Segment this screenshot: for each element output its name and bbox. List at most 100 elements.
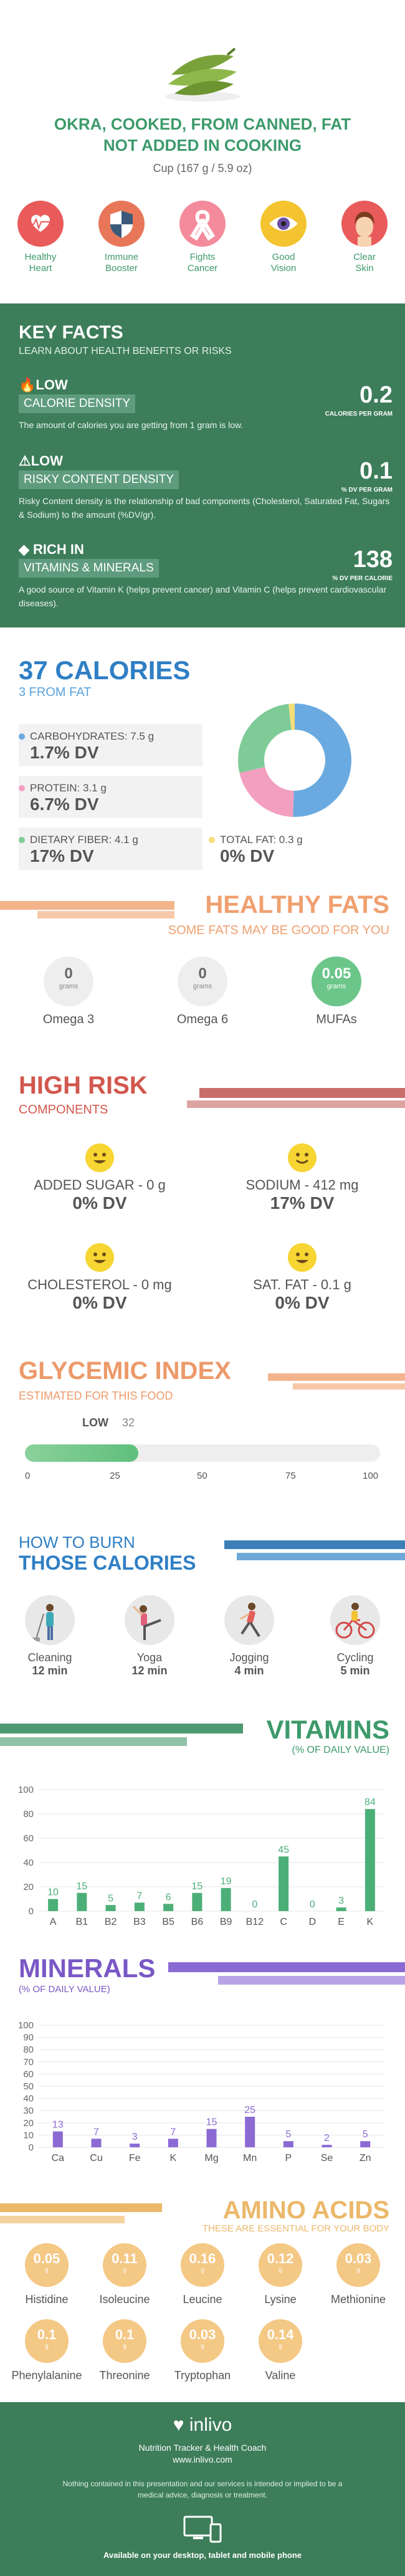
macro-protein: PROTEIN: 3.1 g 6.7% DV — [19, 776, 202, 818]
x-tick-label: Se — [321, 2153, 333, 2163]
cycling-icon — [330, 1595, 380, 1645]
jogging-icon — [224, 1595, 274, 1645]
burn-title-line1: HOW TO BURN — [19, 1533, 135, 1552]
x-tick-label: E — [338, 1917, 345, 1927]
shield-icon — [98, 201, 145, 247]
bar-K — [168, 2139, 178, 2147]
vitamins-banner — [0, 1724, 243, 1746]
glycemic-tick: 50 — [197, 1471, 207, 1481]
healthy-fats-banner — [0, 901, 174, 918]
y-tick-label: 60 — [23, 2069, 34, 2079]
bar-B1 — [77, 1892, 87, 1911]
brand-url[interactable]: www.inlivo.com — [173, 2454, 232, 2464]
amino-valine: 0.14 g Valine — [243, 2319, 318, 2382]
bar-K — [364, 1809, 375, 1911]
smile-face-icon — [288, 1143, 317, 1172]
bar-Fe — [130, 2144, 140, 2147]
glycemic-banner — [268, 1373, 405, 1390]
bar-Mg — [206, 2129, 217, 2147]
x-tick-label: K — [367, 1917, 374, 1927]
bar-value-label: 13 — [52, 2120, 64, 2130]
glycemic-level: LOW — [82, 1416, 108, 1429]
macro-dietary-fiber: DIETARY FIBER: 4.1 g 17% DV — [19, 828, 202, 870]
bar-value-label: 0 — [252, 1899, 257, 1910]
happy-face-icon — [288, 1243, 317, 1272]
y-tick-label: 80 — [23, 1809, 34, 1820]
bar-value-label: 19 — [221, 1876, 232, 1887]
y-tick-label: 50 — [23, 2081, 34, 2092]
y-tick-label: 80 — [23, 2044, 34, 2055]
bar-value-label: 2 — [324, 2133, 330, 2144]
y-tick-label: 0 — [29, 1906, 34, 1917]
bar-Cu — [91, 2139, 102, 2147]
devices-icon — [183, 2516, 222, 2543]
amino-subtitle: THESE ARE ESSENTIAL FOR YOUR BODY — [202, 2223, 389, 2234]
x-tick-label: B6 — [191, 1917, 204, 1927]
heart-icon — [17, 201, 64, 247]
key-facts-title: KEY FACTS — [19, 322, 123, 343]
ribbon-icon — [179, 201, 226, 247]
x-tick-label: B9 — [220, 1917, 232, 1927]
glycemic-tick: 0 — [25, 1471, 31, 1481]
minerals-banner — [168, 1962, 405, 1985]
high-risk-title: HIGH RISK — [19, 1072, 148, 1099]
activity-yoga: Yoga 12 min — [109, 1595, 190, 1677]
amino-lysine: 0.12 g Lysine — [243, 2243, 318, 2306]
happy-face-icon — [85, 1243, 114, 1272]
bar-value-label: 5 — [108, 1893, 113, 1904]
glycemic-tick: 25 — [110, 1471, 120, 1481]
activity-cycling: Cycling 5 min — [315, 1595, 396, 1677]
x-tick-label: B5 — [162, 1917, 174, 1927]
calories-from-fat: 3 FROM FAT — [19, 685, 92, 699]
bar-value-label: 7 — [136, 1891, 142, 1901]
bar-value-label: 7 — [170, 2127, 176, 2137]
bar-B9 — [221, 1887, 231, 1911]
benefit-good-vision: Good Vision — [252, 201, 315, 274]
risk-sodium: SODIUM - 412 mg 17% DV — [215, 1143, 389, 1213]
cleaning-icon — [25, 1595, 75, 1645]
y-tick-label: 30 — [23, 2106, 34, 2116]
minerals-title: MINERALS — [19, 1953, 156, 1983]
macro-total-fat: TOTAL FAT: 0.3 g 0% DV — [209, 828, 393, 870]
vitamins-subtitle: (% OF DAILY VALUE) — [292, 1745, 389, 1755]
glycemic-title: GLYCEMIC INDEX — [19, 1357, 231, 1385]
warning-icon: ⚠ — [19, 453, 31, 469]
x-tick-label: B1 — [76, 1917, 88, 1927]
y-tick-label: 40 — [23, 1858, 34, 1868]
bar-value-label: 3 — [338, 1896, 344, 1906]
x-tick-label: A — [50, 1917, 57, 1927]
bar-value-label: 0 — [310, 1899, 315, 1910]
burn-banner — [224, 1540, 405, 1560]
risk-cholesterol: CHOLESTEROL - 0 mg 0% DV — [12, 1243, 187, 1313]
y-tick-label: 70 — [23, 2057, 34, 2068]
bar-value-label: 15 — [191, 1881, 202, 1892]
calories-donut-chart — [238, 704, 351, 817]
x-tick-label: B12 — [246, 1917, 264, 1927]
bar-value-label: 5 — [363, 2129, 368, 2140]
x-tick-label: B3 — [133, 1917, 146, 1927]
bar-value-label: 15 — [206, 2117, 217, 2128]
x-tick-label: Zn — [360, 2153, 371, 2163]
vitamins-title: VITAMINS — [266, 1715, 389, 1744]
bar-value-label: 6 — [166, 1892, 171, 1902]
y-tick-label: 90 — [23, 2033, 34, 2043]
bar-C — [279, 1856, 289, 1911]
glycemic-tick: 75 — [285, 1471, 296, 1481]
benefit-fights-cancer: Fights Cancer — [171, 201, 234, 274]
y-tick-label: 20 — [23, 1882, 34, 1892]
amino-histidine: 0.05 g Histidine — [9, 2243, 84, 2306]
high-risk-banner — [187, 1088, 405, 1108]
x-tick-label: D — [309, 1917, 317, 1927]
eye-icon — [260, 201, 307, 247]
availability-note: Available on your desktop, tablet and mo… — [103, 2550, 302, 2560]
glycemic-tick: 100 — [363, 1471, 379, 1481]
bar-E — [336, 1907, 346, 1911]
x-tick-label: B2 — [105, 1917, 117, 1927]
bar-Mn — [245, 2117, 255, 2147]
minerals-bar-chart: 010203040506070809010013Ca7Cu3Fe7K15Mg25… — [18, 2020, 384, 2163]
bar-Ca — [52, 2131, 63, 2147]
bar-value-label: 45 — [278, 1844, 289, 1855]
benefit-immune-booster: Immune Booster — [90, 201, 153, 274]
brand-logo[interactable]: ♥ inlivo — [173, 2415, 232, 2435]
fact-risky-content: ⚠LOW RISKY CONTENT DENSITY 0.1 % DV PER … — [19, 453, 393, 520]
